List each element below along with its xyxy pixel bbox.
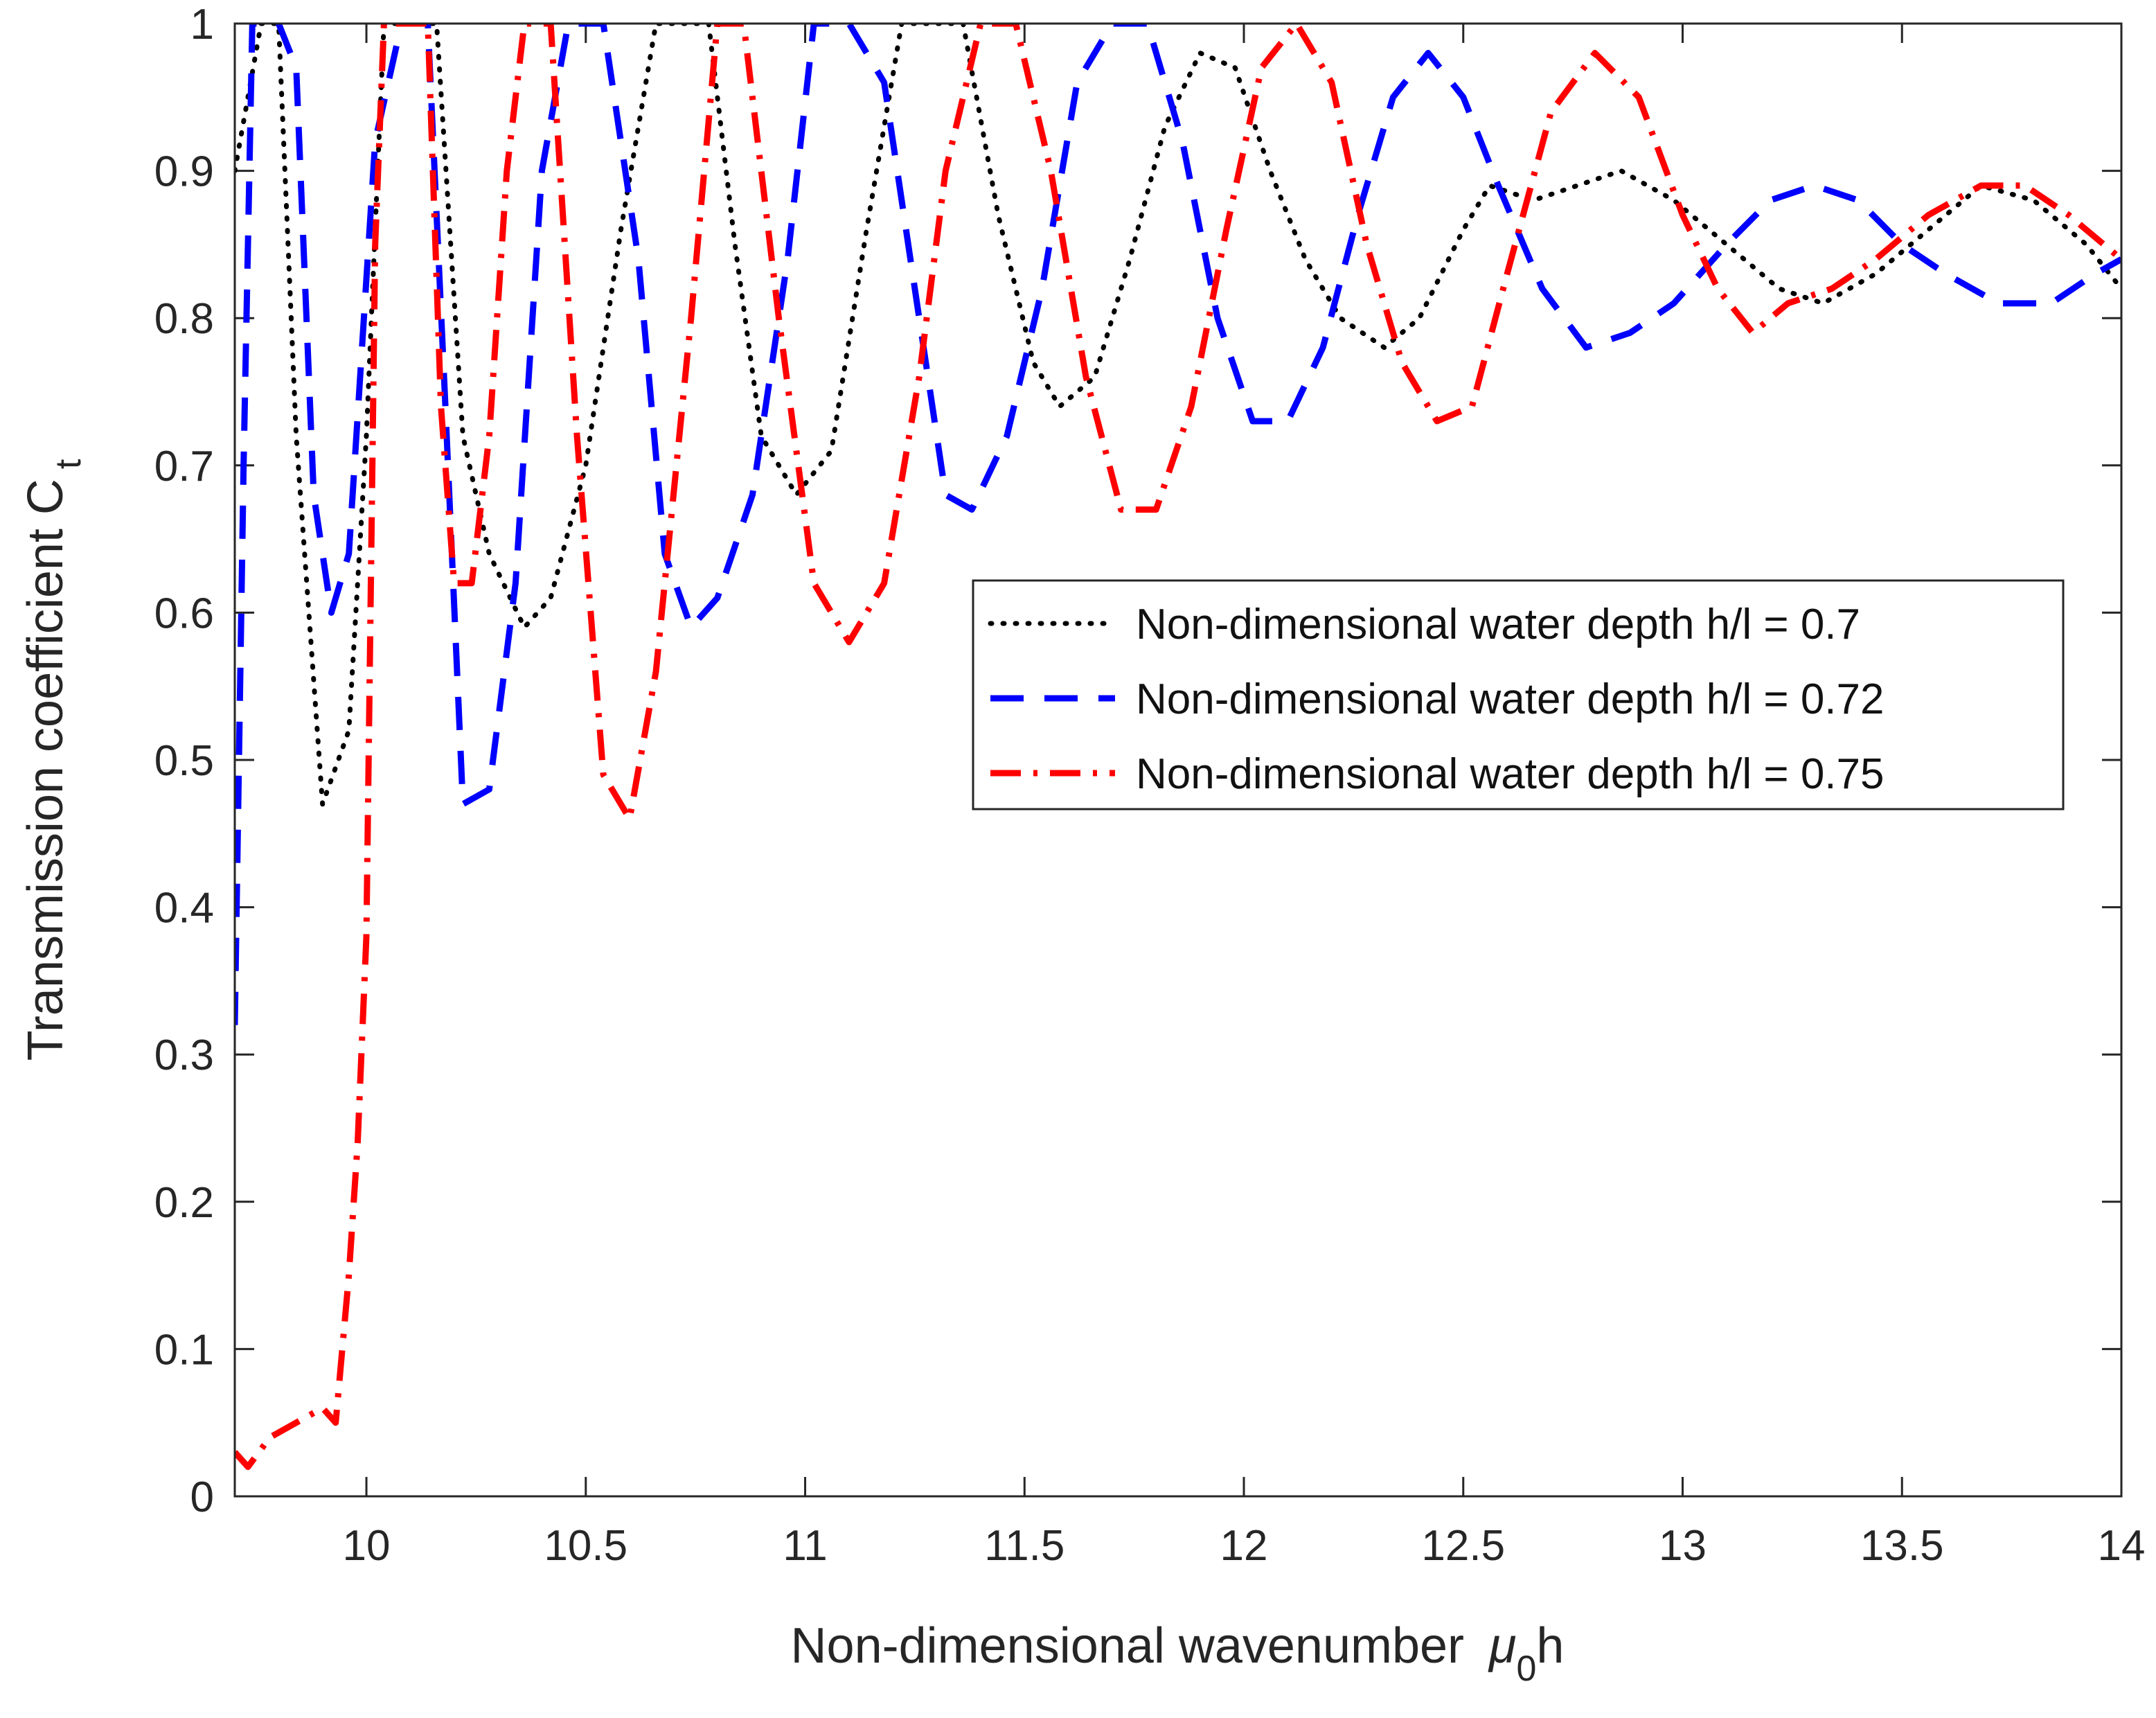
x-axis-title-text: Non-dimensional wavenumber [791, 1618, 1465, 1674]
series-lines [235, 24, 2121, 1470]
x-tick-label: 11 [783, 1522, 827, 1570]
y-tick-label: 0.1 [154, 1326, 214, 1374]
x-axis-title-symbol: μ [1488, 1618, 1516, 1674]
legend-label-1: Non-dimensional water depth h/l = 0.72 [1136, 675, 1885, 723]
y-tick-label: 0.3 [154, 1031, 214, 1079]
legend-label-2: Non-dimensional water depth h/l = 0.75 [1136, 750, 1885, 798]
x-tick-labels: 10 10.5 11 11.5 12 12.5 13 13.5 14 [343, 1522, 2146, 1570]
legend-label-0: Non-dimensional water depth h/l = 0.7 [1136, 601, 1860, 648]
y-tick-label: 0.8 [154, 295, 214, 343]
x-tick-label: 13 [1659, 1522, 1707, 1570]
y-axis-title: Transmission coefficient C t [18, 459, 89, 1061]
x-tick-label: 13.5 [1860, 1522, 1944, 1570]
x-tick-label: 10 [343, 1522, 391, 1570]
x-axis-title-subscript: 0 [1516, 1649, 1536, 1689]
y-tick-label: 0 [190, 1473, 214, 1521]
plot-frame [233, 22, 2123, 1498]
y-axis-title-subscript: t [48, 459, 89, 469]
series-line-1 [235, 24, 2121, 1025]
y-axis-title-text: Transmission coefficient C [18, 479, 73, 1061]
y-tick-label: 0.7 [154, 443, 214, 490]
x-tick-label: 12.5 [1421, 1522, 1505, 1570]
x-tick-label: 14 [2098, 1522, 2146, 1570]
x-tick-label: 10.5 [544, 1522, 627, 1570]
x-axis-title: Non-dimensional wavenumber μ0h [791, 1618, 1565, 1689]
series-line-2 [235, 24, 2121, 1470]
y-tick-label: 1 [190, 1, 214, 48]
y-tick-label: 0.6 [154, 590, 214, 637]
y-tick-label: 0.2 [154, 1179, 214, 1227]
x-tick-label: 11.5 [984, 1522, 1064, 1570]
x-axis-title-suffix: h [1536, 1618, 1564, 1674]
y-tick-label: 0.9 [154, 148, 214, 196]
y-tick-label: 0.5 [154, 737, 214, 785]
x-tick-label: 12 [1220, 1522, 1268, 1570]
legend: Non-dimensional water depth h/l = 0.7 No… [972, 579, 2065, 811]
legend-box [972, 579, 2065, 811]
y-tick-label: 0.4 [154, 885, 214, 932]
y-tick-labels: 0 0.1 0.2 0.3 0.4 0.5 0.6 0.7 0.8 0.9 1 [154, 1, 214, 1521]
